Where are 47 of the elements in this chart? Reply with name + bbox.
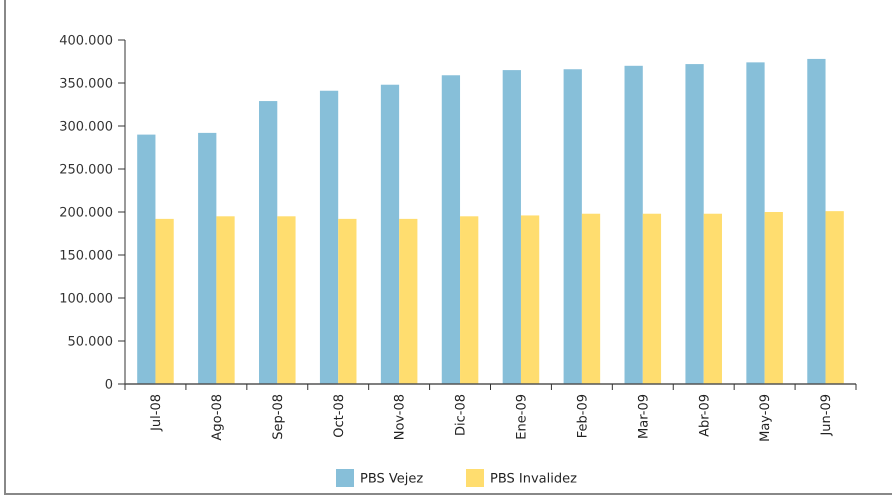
y-tick-label: 350.000 [59, 76, 113, 92]
x-tick-label: May-09 [758, 394, 774, 442]
bar [259, 101, 278, 384]
bar [764, 212, 783, 384]
bar [338, 218, 356, 384]
x-tick-label: Mar-09 [636, 394, 652, 439]
bar [216, 216, 235, 384]
bar [704, 214, 722, 384]
y-tick-label: 300.000 [59, 120, 113, 135]
bar [746, 62, 765, 384]
bar [399, 218, 418, 384]
bar [564, 69, 582, 384]
y-tick-label: 0 [104, 378, 113, 393]
x-tick-label: Oct-08 [332, 394, 347, 438]
bar [442, 75, 460, 384]
legend-label: PBS Vejez [360, 472, 424, 487]
x-tick-label: Jun-09 [819, 394, 834, 437]
x-tick-label: Jul-08 [149, 394, 164, 432]
legend-label: PBS Invalidez [490, 472, 578, 487]
x-tick-label: Dic-08 [454, 394, 469, 436]
bar [380, 84, 400, 384]
x-tick-label: Ago-08 [210, 394, 225, 441]
bar [137, 134, 156, 384]
bar [642, 214, 662, 384]
x-tick-label: Nov-08 [392, 394, 408, 440]
x-tick-label: Abr-09 [697, 394, 712, 437]
y-tick-label: 150.000 [59, 248, 113, 264]
bar [807, 58, 826, 384]
y-tick-label: 200.000 [59, 206, 113, 221]
x-tick-label: Ene-09 [514, 394, 530, 440]
bar [155, 218, 174, 384]
bar [685, 64, 704, 384]
bar [320, 90, 338, 384]
bar [460, 216, 478, 384]
x-tick-label: Feb-09 [575, 394, 590, 438]
y-tick-label: 250.000 [59, 162, 113, 178]
bar [582, 214, 600, 384]
y-tick-label: 100.000 [59, 292, 113, 307]
y-tick-label: 50.000 [68, 334, 113, 350]
bar [826, 211, 844, 384]
bar [520, 215, 540, 384]
x-tick-label: Sep-08 [270, 394, 286, 440]
bar [502, 70, 521, 384]
bar [198, 132, 216, 384]
bar [624, 66, 643, 384]
y-tick-label: 400.000 [59, 34, 113, 49]
bar [277, 216, 296, 384]
